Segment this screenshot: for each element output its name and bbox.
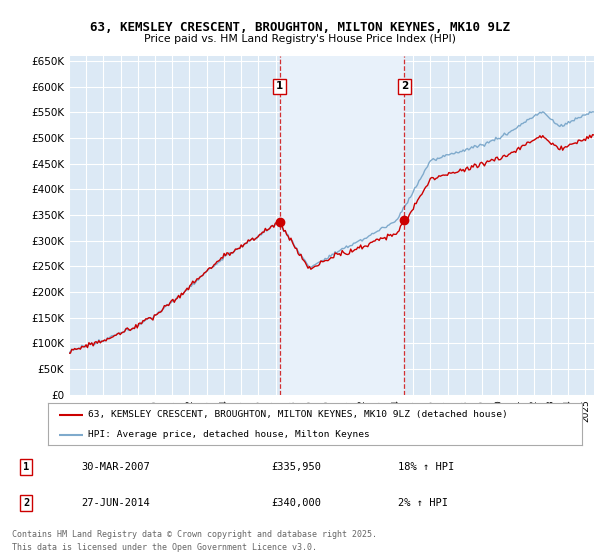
Text: Price paid vs. HM Land Registry's House Price Index (HPI): Price paid vs. HM Land Registry's House …	[144, 34, 456, 44]
Text: 27-JUN-2014: 27-JUN-2014	[81, 498, 150, 508]
Text: 63, KEMSLEY CRESCENT, BROUGHTON, MILTON KEYNES, MK10 9LZ: 63, KEMSLEY CRESCENT, BROUGHTON, MILTON …	[90, 21, 510, 34]
Text: 2: 2	[401, 82, 408, 91]
Text: 63, KEMSLEY CRESCENT, BROUGHTON, MILTON KEYNES, MK10 9LZ (detached house): 63, KEMSLEY CRESCENT, BROUGHTON, MILTON …	[88, 410, 508, 419]
Text: 30-MAR-2007: 30-MAR-2007	[81, 462, 150, 472]
Text: 18% ↑ HPI: 18% ↑ HPI	[398, 462, 454, 472]
Text: 2: 2	[23, 498, 29, 508]
Text: HPI: Average price, detached house, Milton Keynes: HPI: Average price, detached house, Milt…	[88, 430, 370, 439]
Text: This data is licensed under the Open Government Licence v3.0.: This data is licensed under the Open Gov…	[12, 543, 317, 552]
Text: 1: 1	[23, 462, 29, 472]
Text: Contains HM Land Registry data © Crown copyright and database right 2025.: Contains HM Land Registry data © Crown c…	[12, 530, 377, 539]
Text: £335,950: £335,950	[271, 462, 321, 472]
Text: 2% ↑ HPI: 2% ↑ HPI	[398, 498, 448, 508]
Bar	[280, 56, 404, 395]
Text: £340,000: £340,000	[271, 498, 321, 508]
Text: 1: 1	[276, 82, 283, 91]
